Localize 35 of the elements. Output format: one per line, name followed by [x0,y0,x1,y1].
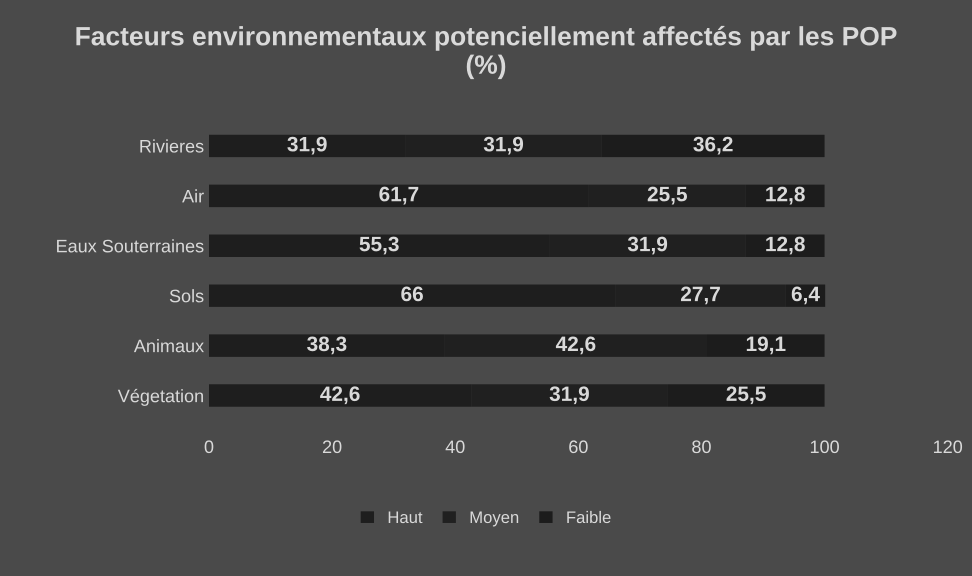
x-tick-label: 40 [446,440,465,454]
y-tick-label: Rivieres [140,139,204,153]
legend-label: Moyen [470,512,518,526]
data-label: 31,9 [628,236,668,254]
x-tick-label: 0 [204,440,214,454]
y-tick-label: Animaux [134,339,204,352]
data-label: 31,9 [287,136,327,155]
data-label: 42,6 [556,336,596,354]
data-label: 61,7 [379,186,418,204]
x-tick-label: 100 [810,440,839,454]
data-label: 42,6 [320,386,360,404]
y-tick-label: Eaux Souterraines [57,239,204,252]
data-label: 27,7 [680,286,720,304]
data-label: 12,8 [766,186,805,204]
data-label: 31,9 [550,386,589,404]
chart-title: Facteurs environnementaux potenciellement affectés par les POP (%) [76,26,896,80]
y-tick-label: Air [182,189,204,202]
x-tick-label: 20 [322,440,342,454]
data-label: 6,4 [792,286,820,304]
x-tick-label: 80 [692,440,711,454]
y-tick-label: Sols [170,289,204,302]
data-label: 66 [401,286,423,302]
data-label: 19,1 [746,336,786,354]
legend-label: Haut [388,512,422,524]
data-label: 12,8 [766,236,805,254]
y-tick-label: Végetation [118,388,203,406]
legend-label: Faible [567,510,611,524]
x-tick-label: 120 [934,440,962,454]
data-label: 55,3 [360,236,399,254]
data-label: 25,5 [726,386,766,404]
data-label: 25,5 [648,186,687,204]
data-label: 36,2 [693,136,733,155]
data-label: 31,9 [484,136,524,155]
data-label: 38,3 [307,336,346,354]
x-tick-label: 60 [569,440,588,454]
